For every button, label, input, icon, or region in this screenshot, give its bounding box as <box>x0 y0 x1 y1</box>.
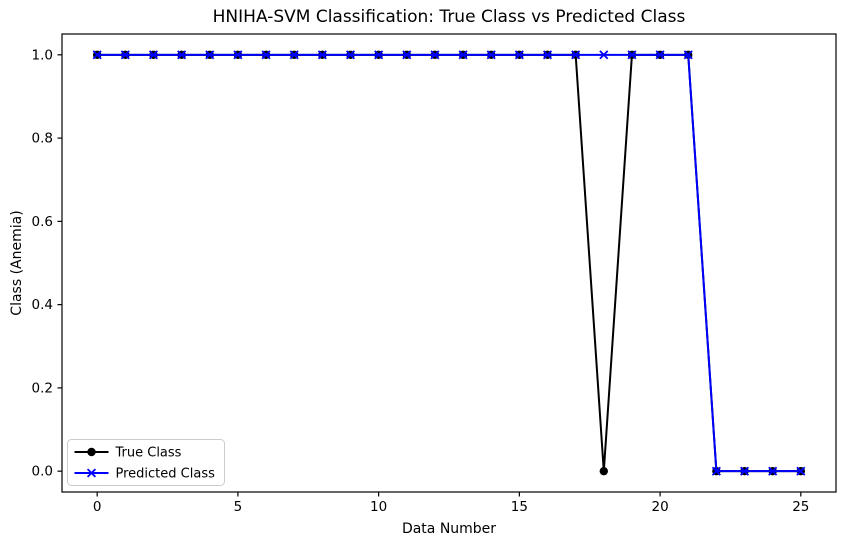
chart-title: HNIHA-SVM Classification: True Class vs … <box>212 7 686 27</box>
y-tick-label: 1.0 <box>32 47 53 63</box>
marker-x-predicted-class <box>120 50 130 60</box>
marker-x-predicted-class <box>317 50 327 60</box>
marker-x-predicted-class <box>514 50 524 60</box>
series-line-predicted-class <box>97 53 801 473</box>
marker-x-predicted-class <box>768 466 778 476</box>
y-tick-label: 0.0 <box>32 464 53 480</box>
marker-x-predicted-class <box>92 50 102 60</box>
marker-x-predicted-class <box>261 50 271 60</box>
x-tick-label: 15 <box>511 499 528 515</box>
x-axis-label: Data Number <box>401 521 497 537</box>
marker-x-predicted-class <box>683 50 693 60</box>
marker-x-predicted-class <box>177 50 187 60</box>
series-line-true-class <box>97 53 801 473</box>
marker-x-predicted-class <box>345 50 356 60</box>
x-tick-label: 5 <box>234 499 243 515</box>
axes-frame <box>61 33 837 493</box>
marker-x-predicted-class <box>542 50 553 60</box>
x-tick-label: 10 <box>370 499 387 515</box>
marker-x-predicted-class <box>796 466 806 476</box>
marker-x-predicted-class <box>711 466 721 476</box>
marker-x-predicted-class <box>458 50 468 60</box>
y-tick-label: 0.2 <box>32 380 53 396</box>
legend-label: Predicted Class <box>116 467 216 482</box>
marker-x-predicted-class <box>571 50 581 60</box>
marker-x-predicted-class <box>289 50 299 60</box>
y-tick-label: 0.6 <box>32 214 53 230</box>
x-tick-label: 20 <box>651 499 668 515</box>
x-tick-label: 25 <box>792 499 809 515</box>
y-tick-label: 0.4 <box>32 297 53 313</box>
marker-x-predicted-class <box>205 50 215 60</box>
marker-x-predicted-class <box>655 50 665 60</box>
marker-x-predicted-class <box>402 50 412 60</box>
legend-marker-circle <box>87 447 96 457</box>
marker-x-predicted-class <box>486 50 496 60</box>
legend-label: True Class <box>115 446 182 461</box>
marker-x-predicted-class <box>739 466 750 476</box>
marker-x-predicted-class <box>233 50 243 60</box>
marker-x-predicted-class <box>148 50 159 60</box>
y-tick-label: 0.8 <box>32 131 53 147</box>
marker-circle-true-class <box>599 466 608 476</box>
marker-x-predicted-class <box>430 50 440 60</box>
x-tick-label: 0 <box>93 499 102 515</box>
marker-x-predicted-class <box>599 50 609 60</box>
marker-x-predicted-class <box>374 50 384 60</box>
marker-x-predicted-class <box>627 50 637 60</box>
legend-marker-x <box>86 468 97 478</box>
